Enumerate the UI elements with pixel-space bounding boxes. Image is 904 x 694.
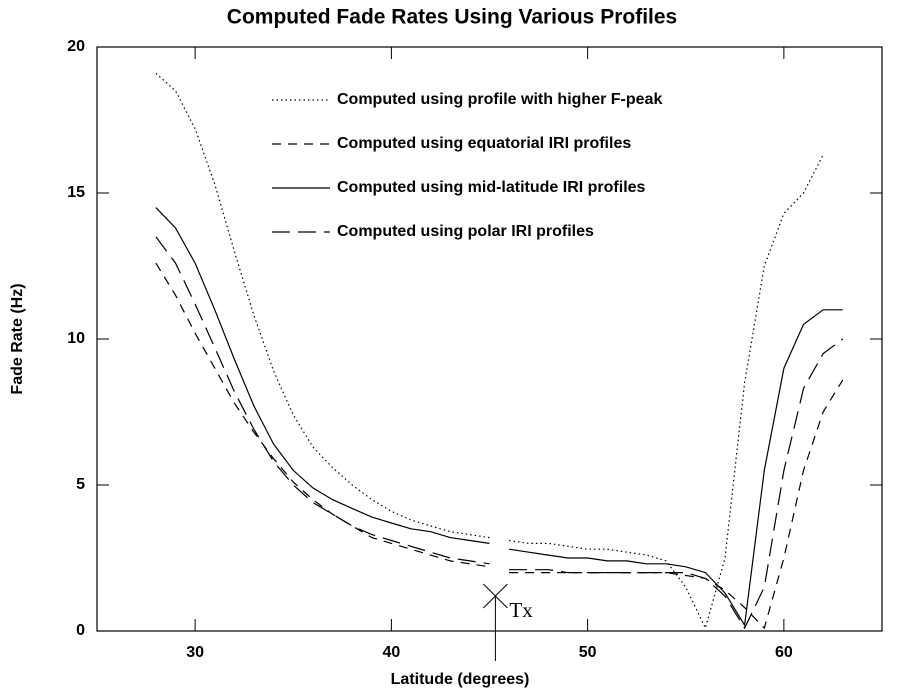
data-line bbox=[155, 207, 843, 627]
data-line bbox=[155, 72, 824, 630]
data-line bbox=[155, 236, 844, 630]
y-tick-label: 0 bbox=[76, 622, 85, 639]
annotation-label: Tx bbox=[509, 598, 533, 622]
x-tick-label: 60 bbox=[775, 644, 793, 661]
y-tick-label: 10 bbox=[67, 330, 85, 347]
y-axis-label: Fade Rate (Hz) bbox=[9, 283, 26, 394]
legend-label: Computed using profile with higher F-pea… bbox=[337, 91, 662, 108]
x-axis-label: Latitude (degrees) bbox=[391, 671, 530, 688]
x-tick-label: 50 bbox=[579, 644, 597, 661]
y-tick-label: 15 bbox=[67, 184, 85, 201]
x-tick-label: 40 bbox=[382, 644, 400, 661]
y-tick-label: 20 bbox=[67, 38, 85, 55]
legend-label: Computed using mid-latitude IRI profiles bbox=[337, 179, 646, 196]
x-tick-label: 30 bbox=[186, 644, 204, 661]
y-tick-label: 5 bbox=[76, 476, 85, 493]
legend-label: Computed using polar IRI profiles bbox=[337, 223, 594, 240]
chart-title: Computed Fade Rates Using Various Profil… bbox=[227, 6, 677, 29]
data-line bbox=[155, 262, 844, 630]
legend-label: Computed using equatorial IRI profiles bbox=[337, 135, 631, 152]
